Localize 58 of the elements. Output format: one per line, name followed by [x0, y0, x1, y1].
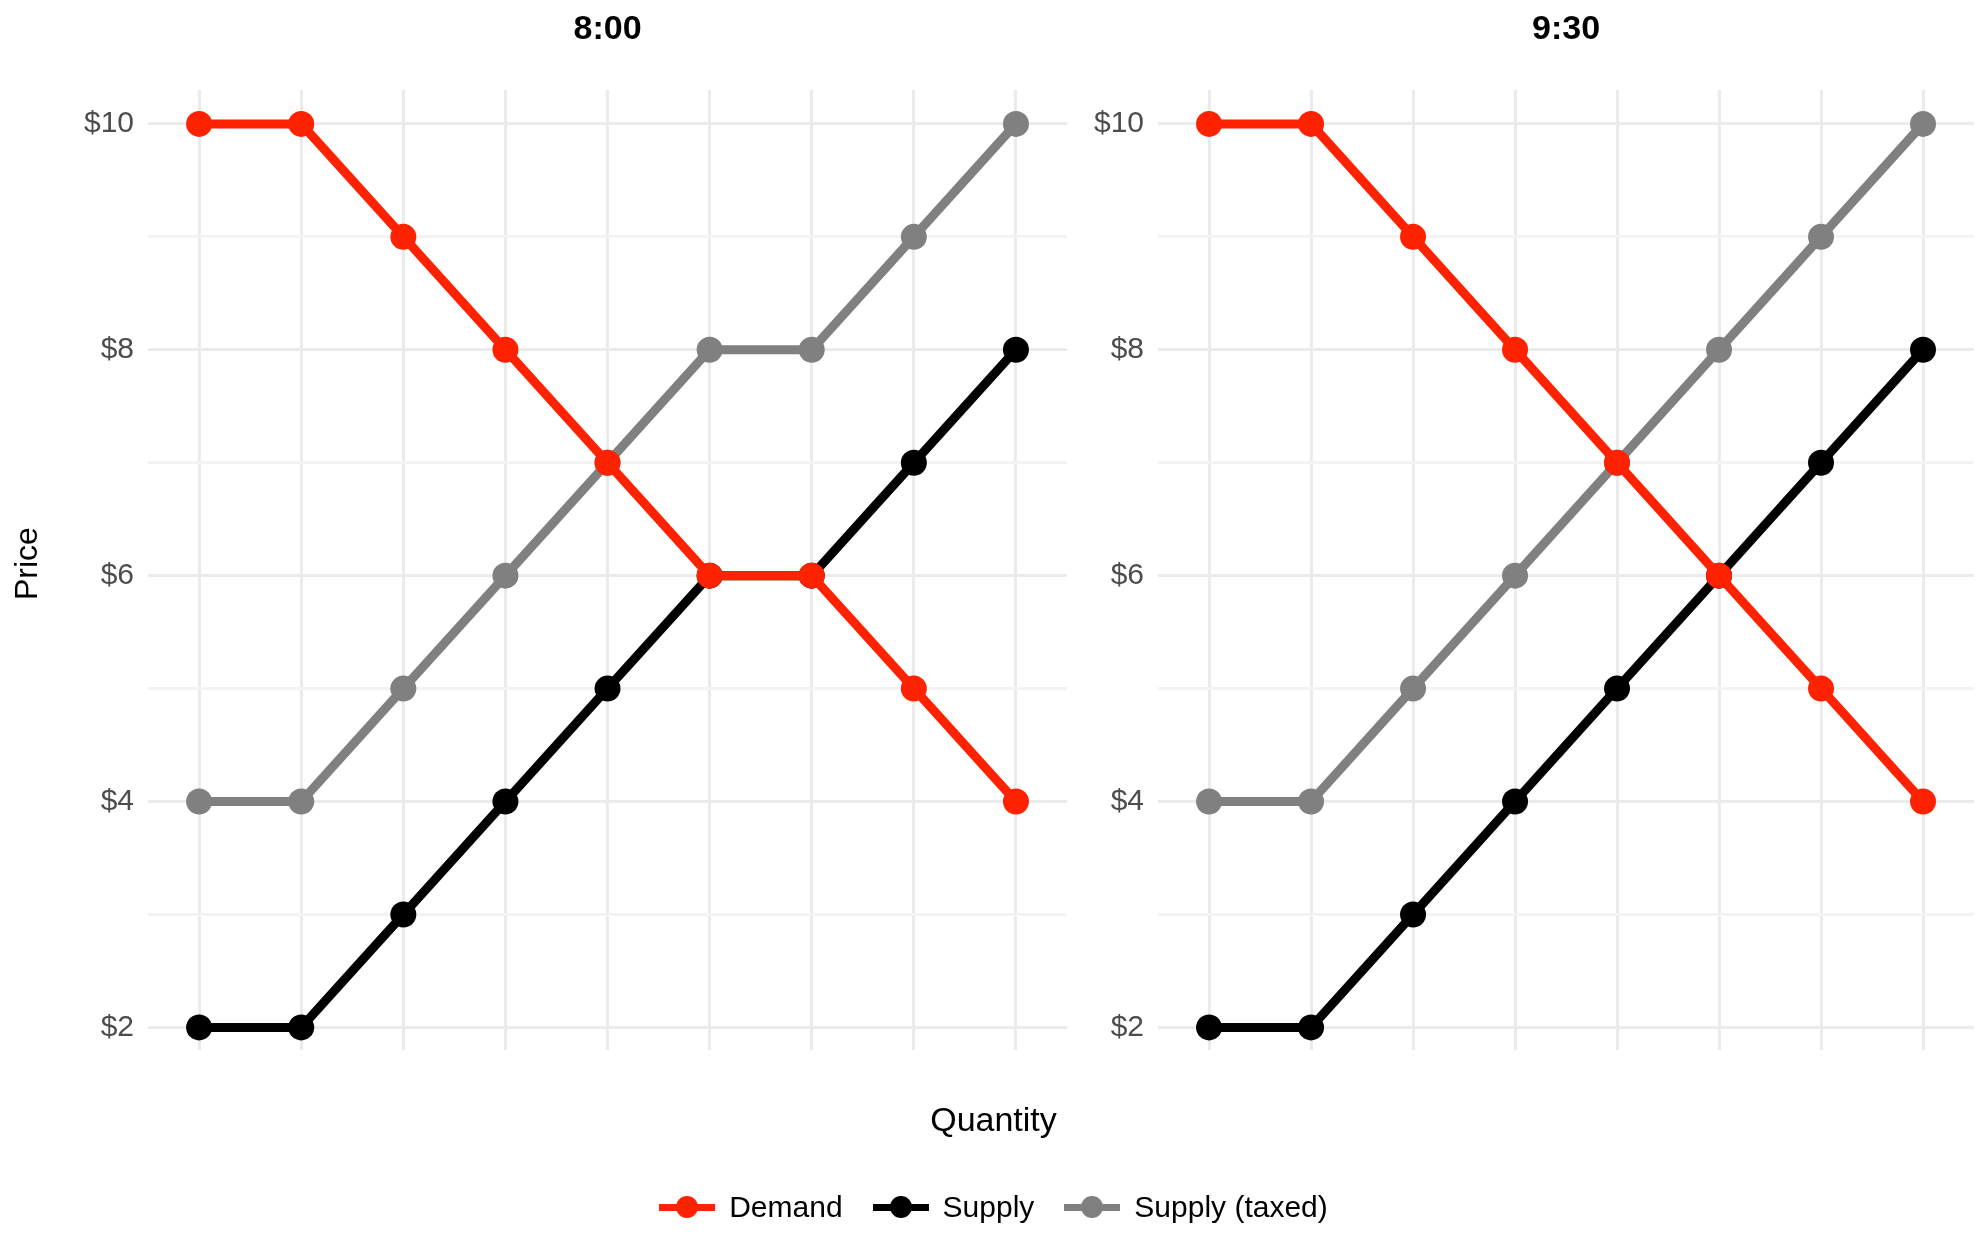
- point: [186, 1014, 213, 1041]
- point: [1002, 110, 1029, 137]
- y-tick-label: $4: [100, 782, 135, 816]
- point: [594, 675, 621, 702]
- point: [1002, 788, 1029, 815]
- point: [186, 788, 213, 815]
- chart-title: 9:30: [1531, 8, 1602, 47]
- y-tick-label: $2: [100, 1008, 135, 1042]
- point: [390, 223, 417, 250]
- point: [1910, 336, 1936, 363]
- legend-label: Demand: [729, 1190, 843, 1224]
- point: [390, 675, 417, 702]
- point: [1910, 110, 1936, 137]
- point: [1298, 1014, 1325, 1041]
- y-tick-label: $8: [1110, 331, 1145, 365]
- point: [1196, 110, 1223, 137]
- x-axis-title: Quantity: [929, 1100, 1058, 1139]
- point: [900, 223, 927, 250]
- chart-title: 8:00: [572, 8, 643, 47]
- point: [1502, 562, 1529, 589]
- y-tick-label: $10: [1093, 105, 1145, 139]
- point: [390, 901, 417, 928]
- y-tick-label: $10: [83, 105, 135, 139]
- point: [1706, 336, 1733, 363]
- point: [1298, 110, 1325, 137]
- legend-label: Supply: [942, 1190, 1035, 1224]
- y-tick-label: $6: [1110, 556, 1145, 590]
- point: [1808, 675, 1835, 702]
- y-tick-label: $2: [1110, 1008, 1145, 1042]
- point: [1400, 223, 1427, 250]
- point: [1910, 788, 1936, 815]
- point: [288, 110, 315, 137]
- point: [1808, 223, 1835, 250]
- y-axis-title: Price: [8, 527, 45, 600]
- point: [1502, 336, 1529, 363]
- point: [1502, 788, 1529, 815]
- point: [492, 788, 519, 815]
- point: [1298, 788, 1325, 815]
- point: [1604, 675, 1631, 702]
- y-tick-label: $8: [100, 331, 135, 365]
- point: [798, 336, 825, 363]
- point: [900, 675, 927, 702]
- point: [696, 336, 723, 363]
- point: [1400, 675, 1427, 702]
- point: [1196, 1014, 1223, 1041]
- point: [288, 788, 315, 815]
- point: [900, 449, 927, 476]
- y-tick-label: $4: [1110, 782, 1145, 816]
- point: [492, 336, 519, 363]
- point: [492, 562, 519, 589]
- point: [186, 110, 213, 137]
- legend-label: Supply (taxed): [1134, 1190, 1328, 1224]
- point: [1002, 336, 1029, 363]
- point: [1808, 449, 1835, 476]
- point: [1400, 901, 1427, 928]
- point: [1196, 788, 1223, 815]
- y-tick-label: $6: [100, 556, 135, 590]
- point: [288, 1014, 315, 1041]
